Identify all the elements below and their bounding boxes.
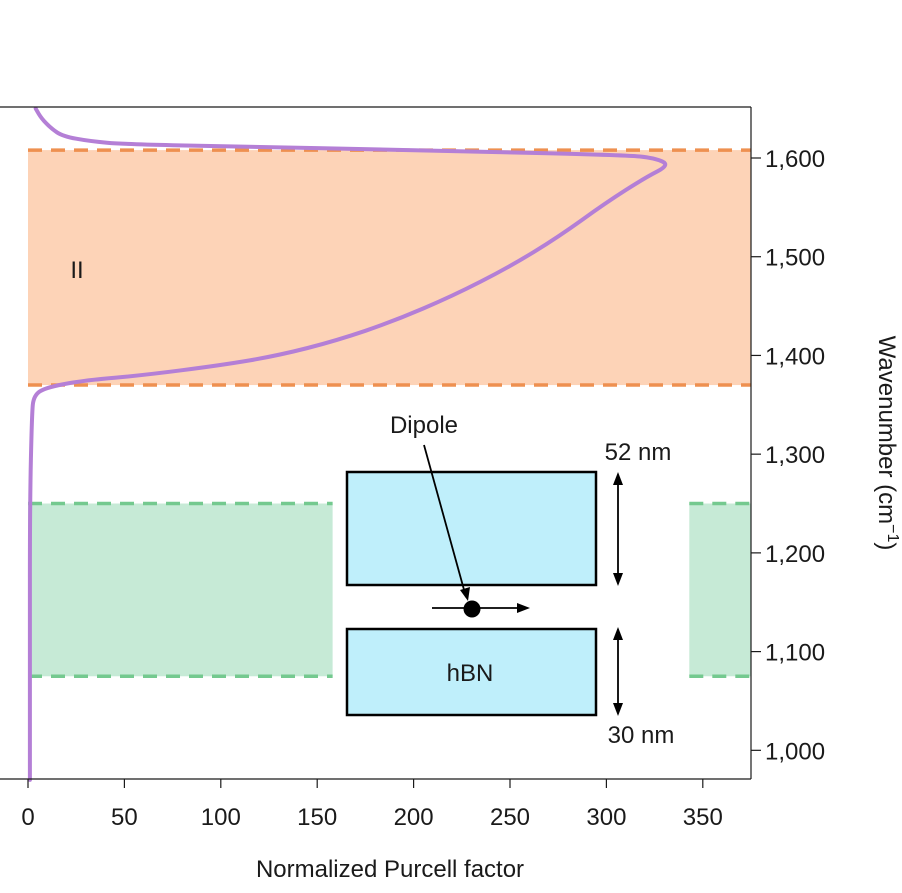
x-axis-label: Normalized Purcell factor: [256, 856, 524, 883]
dipole-moment-arrowhead: [517, 603, 530, 613]
top-thickness-arrow-up: [613, 472, 623, 485]
band-1-fill: [28, 503, 333, 677]
dipole-pointer-arrowhead: [460, 587, 470, 601]
band-0-label: II: [70, 257, 83, 284]
band-0-fill: [28, 150, 751, 386]
series-layer: [27, 106, 668, 782]
x-tick-layer: 0 50 100 150 200 250 300 350: [21, 779, 723, 831]
hbn-bottom-slab: [345, 627, 598, 717]
dipole-dot: [463, 600, 481, 618]
bottom-thickness-arrow-down: [613, 703, 623, 716]
y-tick-label: 1,200: [765, 541, 825, 568]
dipole-pointer-line: [423, 444, 467, 598]
y-tick-label: 1,100: [765, 640, 825, 667]
bottom-thickness-arrow-up: [613, 627, 623, 640]
hbn-top-slab: [345, 470, 598, 587]
top-thickness-arrow-down: [613, 573, 623, 586]
y-axis-label-main: Wavenumber (cm: [873, 336, 900, 524]
y-tick-label: 1,400: [765, 343, 825, 370]
axes-layer: [0, 106, 752, 780]
bottom-thickness-label: 30 nm: [608, 722, 675, 749]
inset-diagram: hBN Dipole 52 nm 30 nm: [345, 412, 675, 749]
x-tick-label: 300: [586, 804, 626, 831]
top-thickness-label: 52 nm: [605, 439, 672, 466]
y-tick-label: 1,000: [765, 738, 825, 765]
x-tick-label: 150: [297, 804, 337, 831]
y-axis-label-sup: −1: [884, 524, 901, 542]
x-tick-label: 350: [683, 804, 723, 831]
y-axis-label: Wavenumber (cm−1): [873, 336, 901, 551]
series-0-line: [27, 106, 668, 782]
x-tick-label: 100: [201, 804, 241, 831]
x-tick-label: 50: [111, 804, 138, 831]
x-tick-label: 250: [490, 804, 530, 831]
band-2-fill: [689, 503, 751, 677]
x-tick-label: 200: [394, 804, 434, 831]
dipole-label: Dipole: [390, 412, 458, 439]
y-tick-label: 1,300: [765, 442, 825, 469]
y-axis-label-close: ): [873, 542, 900, 550]
y-tick-label: 1,600: [765, 146, 825, 173]
y-tick-label: 1,500: [765, 245, 825, 272]
hbn-label: hBN: [447, 660, 494, 687]
y-tick-layer: 1,000 1,100 1,200 1,300 1,400 1,500 1,600: [751, 146, 825, 765]
x-tick-label: 0: [21, 804, 34, 831]
